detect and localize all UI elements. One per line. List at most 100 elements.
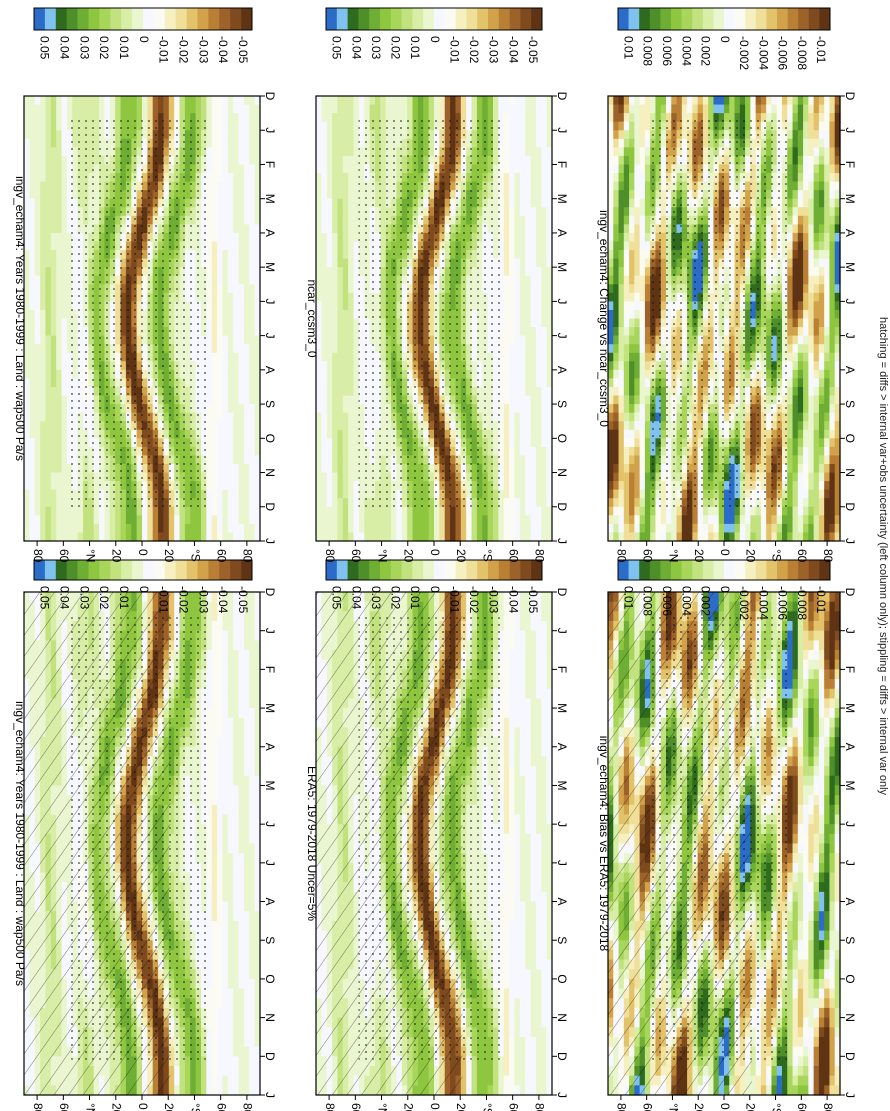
heatmap-cell [249, 882, 256, 893]
heatmap-cell [56, 498, 63, 508]
heatmap-cell [243, 352, 250, 362]
heatmap-cell [227, 113, 234, 123]
heatmap-cell [206, 853, 213, 864]
heatmap-cell [125, 506, 132, 516]
heatmap-cell [50, 96, 57, 106]
heatmap-cell [211, 901, 218, 912]
heatmap-cell [243, 853, 250, 864]
heatmap-cell [243, 688, 250, 699]
heatmap-cell [24, 395, 30, 405]
heatmap-cell [34, 446, 41, 457]
heatmap-cell [254, 1027, 261, 1038]
heatmap-cell [125, 515, 132, 525]
heatmap-cell [40, 429, 47, 439]
heatmap-cell [115, 104, 122, 114]
heatmap-cell [195, 506, 202, 516]
heatmap-cell [66, 532, 73, 542]
heatmap-cell [45, 352, 52, 362]
heatmap-cell [254, 688, 261, 699]
heatmap-cell [211, 708, 218, 719]
heatmap-cell [206, 611, 213, 622]
heatmap-cell [227, 804, 234, 816]
heatmap-cell [45, 395, 52, 405]
heatmap-cell [29, 481, 36, 491]
heatmap-cell [61, 532, 68, 542]
heatmap-cell [233, 190, 240, 200]
heatmap-cell [233, 121, 240, 131]
heatmap-cell [243, 824, 250, 835]
heatmap-cell [211, 1007, 218, 1019]
heatmap-cell [217, 824, 224, 835]
heatmap-cell [211, 824, 218, 835]
heatmap-cell [179, 96, 186, 106]
heatmap-cell [227, 978, 234, 990]
heatmap-cell [249, 215, 256, 225]
heatmap-cell [233, 1065, 240, 1077]
heatmap-cell [222, 463, 229, 474]
heatmap-cell [254, 472, 261, 482]
heatmap-cell [217, 481, 224, 491]
heatmap-cell [40, 104, 47, 114]
heatmap-cell [93, 506, 100, 516]
heatmap-cell [217, 998, 224, 1009]
heatmap-cell [243, 650, 250, 661]
heatmap-cell [222, 930, 229, 941]
heatmap-cell [238, 1036, 245, 1048]
heatmap-cell [254, 659, 261, 670]
heatmap-cell [217, 746, 224, 758]
heatmap-cell [195, 113, 202, 123]
heatmap-cell [233, 775, 240, 787]
heatmap-cell [254, 250, 261, 260]
heatmap-cell [238, 147, 245, 157]
heatmap-cell [217, 804, 224, 816]
heatmap-cell [238, 824, 245, 835]
lat-tick-label: 60 [57, 549, 71, 563]
colorbar-frame [33, 7, 253, 31]
heatmap-cell [222, 489, 229, 499]
heatmap-cell [83, 104, 89, 114]
heatmap-cell [206, 669, 213, 680]
heatmap-cell [136, 523, 143, 534]
heatmap-cell [61, 250, 68, 260]
heatmap-cell [56, 369, 63, 380]
heatmap-cell [104, 515, 111, 525]
heatmap-cell [206, 717, 213, 729]
heatmap-cell [227, 472, 234, 482]
heatmap-cell [254, 930, 261, 941]
heatmap-cell [222, 814, 229, 825]
heatmap-cell [206, 601, 213, 612]
heatmap-cell [243, 882, 250, 893]
heatmap-cell [195, 601, 202, 612]
heatmap-cell [227, 688, 234, 699]
heatmap-cell [99, 515, 106, 525]
heatmap-cell [238, 775, 245, 787]
heatmap-cell [222, 969, 229, 980]
heatmap-cell [238, 378, 245, 388]
heatmap-cell [222, 515, 229, 525]
heatmap-cell [56, 523, 63, 534]
heatmap-cell [227, 515, 234, 525]
heatmap-cell [24, 292, 30, 302]
heatmap-cell [211, 766, 218, 777]
heatmap-cell [217, 489, 224, 499]
heatmap-cell [238, 882, 245, 893]
heatmap-cell [56, 224, 63, 234]
heatmap-cell [211, 327, 218, 337]
lat-tick-label: °N [83, 549, 97, 562]
heatmap-cell [222, 901, 229, 912]
heatmap-cell [254, 395, 261, 405]
heatmap-cell [227, 412, 234, 422]
heatmap-cell [190, 523, 197, 534]
colorbar-swatch [66, 8, 78, 30]
heatmap-cell [24, 463, 30, 474]
heatmap-cell [45, 361, 52, 371]
heatmap-cell [227, 506, 234, 516]
heatmap-cell [211, 843, 218, 854]
heatmap-cell [238, 532, 245, 542]
heatmap-cell [222, 824, 229, 835]
heatmap-cell [163, 515, 170, 525]
heatmap-cell [243, 775, 250, 787]
heatmap-cell [249, 147, 256, 157]
heatmap-cell [24, 164, 30, 174]
heatmap-cell [233, 1046, 240, 1057]
